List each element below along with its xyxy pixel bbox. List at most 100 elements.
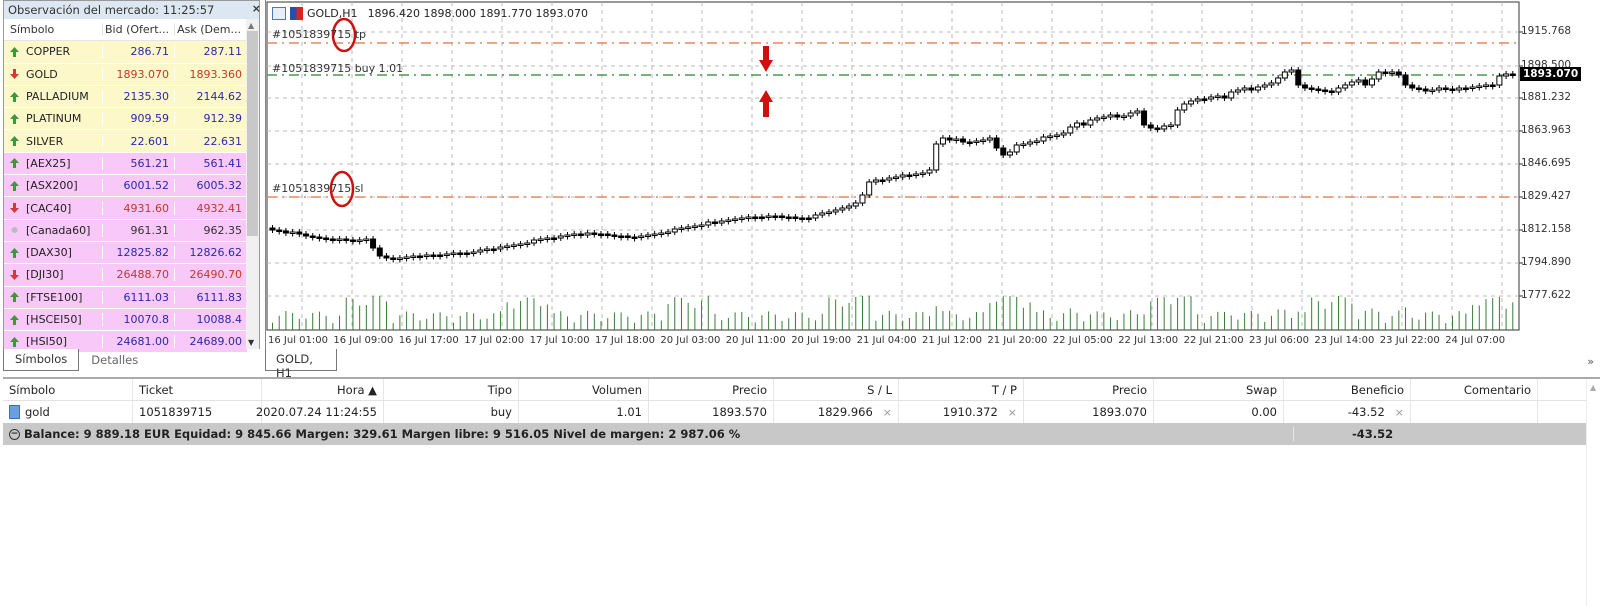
column-type[interactable]: Tipo <box>384 379 519 400</box>
column-volume[interactable]: Volumen <box>519 379 649 400</box>
chart-window[interactable]: GOLD,H1 1896.420 1898.000 1891.770 1893.… <box>265 0 1600 350</box>
price-tick: 1829.427 <box>1521 190 1572 202</box>
arrow-up-icon <box>10 158 19 169</box>
chart-header: GOLD,H1 1896.420 1898.000 1891.770 1893.… <box>272 7 588 20</box>
bid-price: 6111.03 <box>103 290 175 304</box>
column-open-price[interactable]: Precio <box>649 379 774 400</box>
chart-symbol: GOLD,H1 <box>307 7 358 20</box>
position-row[interactable]: gold 1051839715 2020.07.24 11:24:55 buy … <box>3 401 1600 423</box>
market-watch-row[interactable]: PALLADIUM 2135.30 2144.62 <box>4 85 247 109</box>
tab-details[interactable]: Detalles <box>91 353 139 367</box>
market-watch-row[interactable]: [HSI50] 24681.00 24689.00 <box>4 331 247 354</box>
arrow-up-icon <box>10 180 19 191</box>
symbol-name: [CAC40] <box>26 201 72 215</box>
market-watch-scrollbar[interactable]: ▲ ▼ <box>246 19 259 349</box>
scroll-up-icon[interactable]: ▲ <box>1590 383 1597 392</box>
time-tick: 23 Jul 22:00 <box>1379 335 1440 346</box>
column-comment[interactable]: Comentario <box>1411 379 1538 400</box>
market-watch-row[interactable]: [FTSE100] 6111.03 6111.83 <box>4 286 247 309</box>
market-watch-row[interactable]: PLATINUM 909.59 912.39 <box>4 108 247 131</box>
ask-price: 912.39 <box>203 112 243 126</box>
terminal-panel: Símbolo Ticket Hora ▲ Tipo Volumen Preci… <box>3 377 1600 606</box>
price-tick: 1881.232 <box>1521 91 1572 103</box>
column-header-symbol[interactable]: Símbolo <box>4 23 103 37</box>
price-tick: 1812.158 <box>1521 223 1572 235</box>
market-watch-row[interactable]: [ASX200] 6001.52 6005.32 <box>4 175 247 198</box>
market-watch-row[interactable]: GOLD 1893.070 1893.360 <box>4 63 247 86</box>
time-tick: 17 Jul 02:00 <box>464 335 525 346</box>
remove-sl-icon[interactable]: × <box>882 405 892 419</box>
tab-symbols[interactable]: Símbolos <box>3 349 80 371</box>
remove-tp-icon[interactable]: × <box>1007 405 1017 419</box>
price-tick: 1846.695 <box>1521 157 1572 169</box>
chart-window-icon <box>272 7 286 20</box>
current-price-tag: 1893.070 <box>1520 67 1582 81</box>
column-swap[interactable]: Swap <box>1154 379 1284 400</box>
ask-price: 962.35 <box>203 223 243 237</box>
time-tick: 16 Jul 17:00 <box>398 335 459 346</box>
market-watch-row[interactable]: [AEX25] 561.21 561.41 <box>4 152 247 176</box>
position-sl: 1829.966 <box>817 405 873 419</box>
time-tick: 22 Jul 05:00 <box>1052 335 1113 346</box>
bid-price: 26488.70 <box>103 268 175 282</box>
scrollbar-thumb[interactable] <box>247 31 258 236</box>
market-watch-row[interactable]: SILVER 22.601 22.631 <box>4 130 247 153</box>
ask-price: 26490.70 <box>189 268 243 282</box>
symbol-name: PALLADIUM <box>26 90 89 104</box>
more-chevron-icon[interactable]: » <box>1587 355 1594 368</box>
column-tp[interactable]: T / P <box>899 379 1024 400</box>
market-watch-row[interactable]: [HSCEI50] 10070.8 10088.4 <box>4 308 247 332</box>
symbol-name: [Canada60] <box>26 223 91 237</box>
time-tick: 20 Jul 03:00 <box>660 335 721 346</box>
close-position-icon[interactable]: × <box>1394 405 1404 419</box>
neutral-dot-icon <box>11 227 18 234</box>
bid-price: 4931.60 <box>103 201 175 215</box>
document-icon <box>9 405 20 419</box>
time-tick: 17 Jul 10:00 <box>529 335 590 346</box>
column-sl[interactable]: S / L <box>774 379 899 400</box>
position-symbol: gold <box>25 405 50 419</box>
position-swap: 0.00 <box>1154 401 1284 423</box>
arrow-down-icon <box>10 269 19 280</box>
column-price[interactable]: Precio <box>1024 379 1154 400</box>
ask-price: 287.11 <box>203 45 243 59</box>
symbol-name: [AEX25] <box>26 156 71 170</box>
tab-chart-gold-h1[interactable]: GOLD, H1 <box>265 349 337 380</box>
arrow-up-icon <box>10 91 19 102</box>
ask-price: 4932.41 <box>196 201 243 215</box>
scroll-down-icon[interactable]: ▼ <box>248 338 255 347</box>
bid-price: 6001.52 <box>103 179 175 193</box>
market-watch-row[interactable]: [DJI30] 26488.70 26490.70 <box>4 264 247 287</box>
collapse-icon[interactable]: − <box>9 428 20 440</box>
candlestick-chart[interactable] <box>266 0 1600 350</box>
column-symbol[interactable]: Símbolo <box>3 379 133 400</box>
column-time[interactable]: Hora ▲ <box>262 379 384 400</box>
terminal-scrollbar[interactable]: ▲ <box>1586 379 1600 606</box>
position-tp: 1910.372 <box>942 405 998 419</box>
tp-level-label[interactable]: #1051839715 tp <box>272 28 366 41</box>
order-level-label[interactable]: #1051839715 buy 1.01 <box>272 62 404 75</box>
column-header-ask[interactable]: Ask (Dem... <box>175 23 247 37</box>
symbol-name: [ASX200] <box>26 179 78 193</box>
price-tick: 1794.890 <box>1521 256 1572 268</box>
sl-level-label[interactable]: #1051839715 sl <box>272 182 364 195</box>
symbol-name: PLATINUM <box>26 112 82 126</box>
column-header-bid[interactable]: Bid (Ofert... <box>103 23 175 37</box>
price-tick: 1777.622 <box>1521 289 1572 301</box>
time-tick: 17 Jul 18:00 <box>595 335 655 346</box>
symbol-flag-icon <box>290 7 303 20</box>
market-watch-row[interactable]: [DAX30] 12825.82 12826.62 <box>4 241 247 265</box>
symbol-name: [DAX30] <box>26 246 72 260</box>
arrow-down-icon <box>10 69 19 80</box>
market-watch-row[interactable]: [Canada60] 961.31 962.35 <box>4 219 247 242</box>
bid-price: 1893.070 <box>103 67 175 81</box>
column-profit[interactable]: Beneficio <box>1284 379 1411 400</box>
market-watch-row[interactable]: COPPER 286.71 287.11 <box>4 41 247 64</box>
symbol-name: [HSCEI50] <box>26 313 82 326</box>
ask-price: 24689.00 <box>189 335 243 349</box>
bid-price: 2135.30 <box>103 90 175 104</box>
close-icon[interactable]: × <box>251 2 261 15</box>
scroll-up-icon[interactable]: ▲ <box>248 21 255 30</box>
market-watch-row[interactable]: [CAC40] 4931.60 4932.41 <box>4 197 247 220</box>
column-ticket[interactable]: Ticket <box>133 379 262 400</box>
